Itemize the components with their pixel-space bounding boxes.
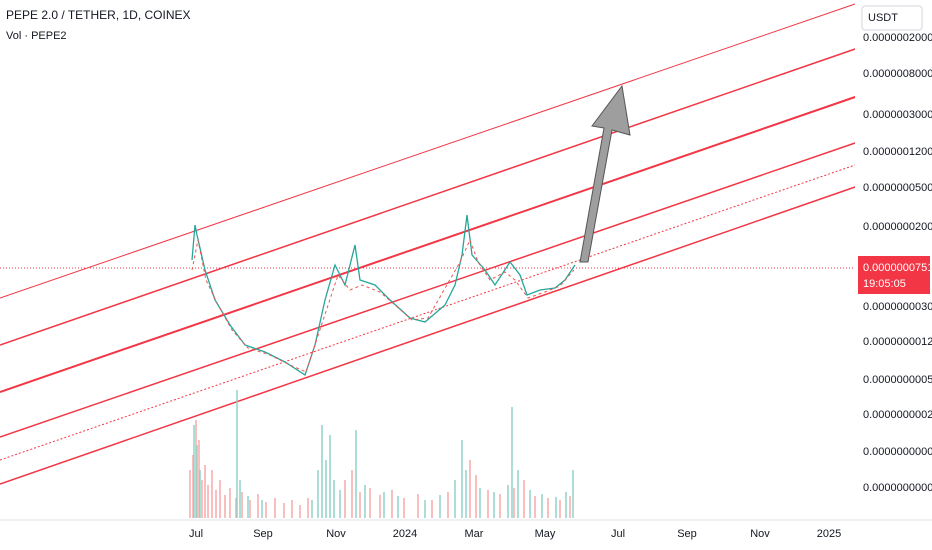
symbol-title: PEPE 2.0 / TETHER, 1D, COINEX	[6, 8, 191, 22]
projection-arrow	[579, 84, 631, 263]
time-labels: Jul Sep Nov 2024 Mar May Jul Sep Nov 2025	[189, 528, 841, 540]
time-tick-label: Jul	[611, 528, 625, 540]
current-price-box	[858, 256, 930, 294]
price-tick-label: 0.0000000500000	[863, 182, 932, 194]
channel-line	[0, 3, 856, 299]
volume-label: Vol · PEPE2	[6, 30, 67, 42]
price-tick-label: 0.0000000002000	[863, 409, 932, 421]
price-tick-label: 0.0000000012000	[863, 336, 932, 348]
price-tick-label: 0.0000001200000	[863, 146, 932, 158]
price-tick-label: 0.0000000000800	[863, 446, 932, 458]
channel-lines	[0, 3, 859, 485]
price-tick-label: 0.0000003000000	[863, 109, 932, 121]
time-tick-label: May	[535, 528, 556, 540]
price-tick-label: 0.0000002000000	[863, 32, 932, 44]
time-tick-label: Nov	[750, 528, 770, 540]
channel-line	[0, 163, 859, 461]
channel-line	[0, 185, 859, 485]
time-tick-label: 2024	[393, 528, 417, 540]
price-tick-label: 0.0000008000000	[863, 68, 932, 80]
price-tick-label: 0.0000000005000	[863, 374, 932, 386]
channel-line	[0, 47, 859, 346]
time-tick-label: Nov	[326, 528, 346, 540]
price-labels: 0.0000002000000 0.0000008000000 0.00000030…	[863, 32, 932, 494]
price-tick-label: 0.0000000200000	[863, 221, 932, 233]
time-tick-label: Mar	[465, 528, 484, 540]
current-price: 0.000000075122	[863, 262, 932, 274]
channel-line	[0, 141, 859, 438]
countdown: 19:05:05	[863, 278, 906, 290]
price-path	[191, 214, 576, 377]
volume-bars	[193, 390, 574, 518]
time-tick-label: 2025	[817, 528, 841, 540]
currency-label[interactable]: USDT	[868, 12, 898, 24]
volume-bars	[189, 420, 571, 518]
time-tick-label: Sep	[253, 528, 273, 540]
price-tick-label: 0.0000000030000	[863, 301, 932, 313]
price-path-down	[191, 238, 575, 373]
price-tick-label: 0.0000000000350	[863, 482, 932, 494]
channel-line	[0, 95, 859, 393]
currency-button[interactable]	[861, 5, 923, 31]
time-tick-label: Sep	[677, 528, 697, 540]
time-tick-label: Jul	[189, 528, 203, 540]
